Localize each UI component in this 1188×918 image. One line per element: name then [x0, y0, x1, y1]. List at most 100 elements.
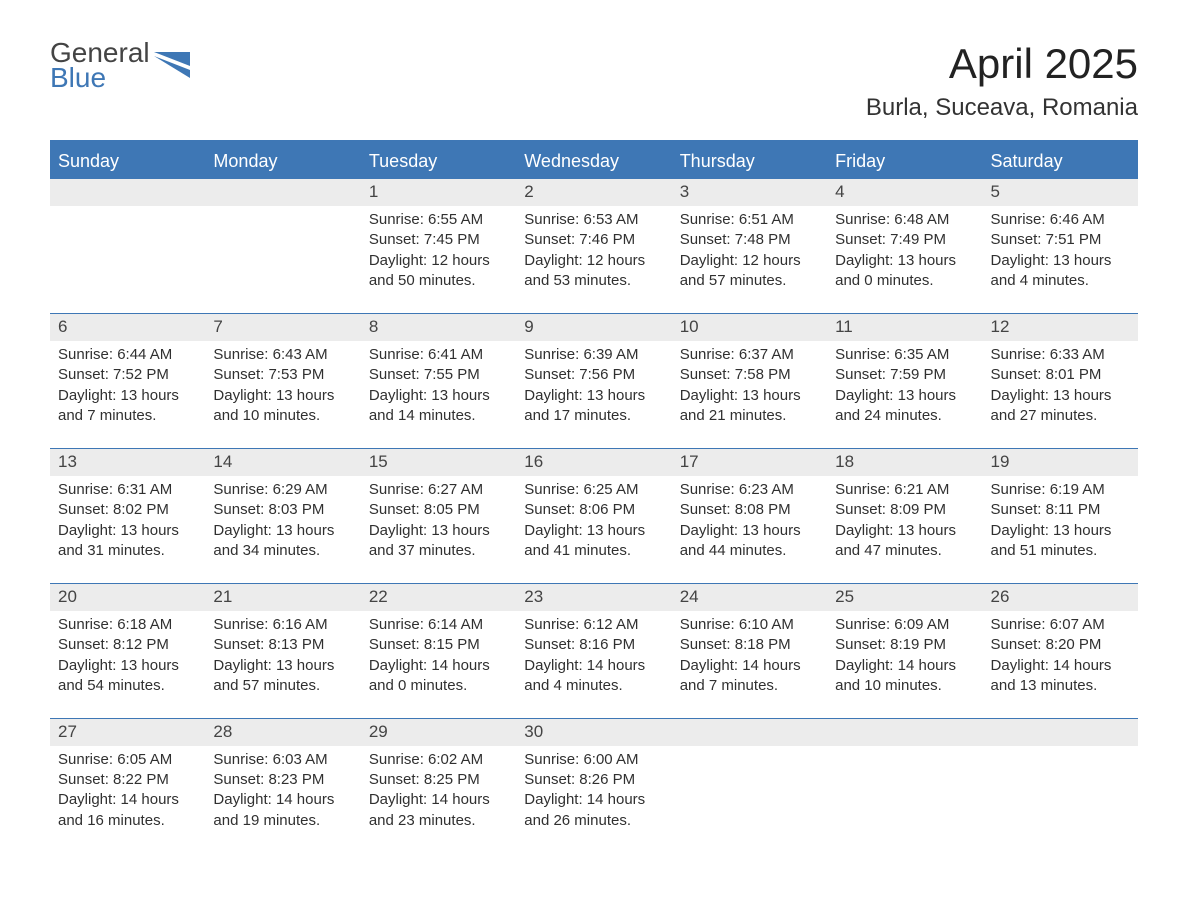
calendar: SundayMondayTuesdayWednesdayThursdayFrid… — [50, 140, 1138, 853]
sunset-line: Sunset: 8:16 PM — [524, 635, 663, 655]
sunset-line: Sunset: 7:52 PM — [58, 365, 197, 385]
logo-text: General Blue — [50, 40, 150, 90]
day-body-cell: Sunrise: 6:27 AMSunset: 8:05 PMDaylight:… — [361, 476, 516, 583]
daylight-line: Daylight: 14 hours and 0 minutes. — [369, 656, 508, 697]
calendar-week: 12345Sunrise: 6:55 AMSunset: 7:45 PMDayl… — [50, 179, 1138, 313]
sunrise-line: Sunrise: 6:44 AM — [58, 345, 197, 365]
logo-word-2: Blue — [50, 62, 106, 93]
day-body-cell: Sunrise: 6:31 AMSunset: 8:02 PMDaylight:… — [50, 476, 205, 583]
day-number-cell: 10 — [672, 314, 827, 341]
sunset-line: Sunset: 8:11 PM — [991, 500, 1130, 520]
daylight-line: Daylight: 12 hours and 57 minutes. — [680, 251, 819, 292]
daylight-line: Daylight: 13 hours and 17 minutes. — [524, 386, 663, 427]
daylight-line: Daylight: 13 hours and 47 minutes. — [835, 521, 974, 562]
titles: April 2025 Burla, Suceava, Romania — [866, 40, 1138, 122]
daylight-line: Daylight: 13 hours and 37 minutes. — [369, 521, 508, 562]
day-body-cell: Sunrise: 6:44 AMSunset: 7:52 PMDaylight:… — [50, 341, 205, 448]
day-number-cell: 28 — [205, 719, 360, 746]
sunset-line: Sunset: 8:05 PM — [369, 500, 508, 520]
sunset-line: Sunset: 8:25 PM — [369, 770, 508, 790]
day-number-cell: 29 — [361, 719, 516, 746]
daylight-line: Daylight: 14 hours and 13 minutes. — [991, 656, 1130, 697]
sunset-line: Sunset: 8:19 PM — [835, 635, 974, 655]
daylight-line: Daylight: 14 hours and 19 minutes. — [213, 790, 352, 831]
day-body-cell: Sunrise: 6:51 AMSunset: 7:48 PMDaylight:… — [672, 206, 827, 313]
day-body-cell: Sunrise: 6:39 AMSunset: 7:56 PMDaylight:… — [516, 341, 671, 448]
day-body-cell: Sunrise: 6:48 AMSunset: 7:49 PMDaylight:… — [827, 206, 982, 313]
daylight-line: Daylight: 13 hours and 24 minutes. — [835, 386, 974, 427]
day-number-cell: 7 — [205, 314, 360, 341]
daylight-line: Daylight: 14 hours and 23 minutes. — [369, 790, 508, 831]
sunrise-line: Sunrise: 6:39 AM — [524, 345, 663, 365]
daylight-line: Daylight: 13 hours and 27 minutes. — [991, 386, 1130, 427]
sunrise-line: Sunrise: 6:21 AM — [835, 480, 974, 500]
sunrise-line: Sunrise: 6:00 AM — [524, 750, 663, 770]
sunset-line: Sunset: 7:45 PM — [369, 230, 508, 250]
daylight-line: Daylight: 14 hours and 16 minutes. — [58, 790, 197, 831]
day-number-row: 20212223242526 — [50, 584, 1138, 611]
calendar-week: 27282930Sunrise: 6:05 AMSunset: 8:22 PMD… — [50, 718, 1138, 853]
calendar-week: 20212223242526 Sunrise: 6:18 AM Sunset: 8:… — [50, 583, 1138, 718]
sunrise-line: Sunrise: 6:14 AM — [369, 615, 508, 635]
sunrise-line: Sunrise: 6:07 AM — [991, 615, 1130, 635]
day-body-row: Sunrise: 6:31 AMSunset: 8:02 PMDaylight:… — [50, 476, 1138, 583]
day-number-cell: 13 — [50, 449, 205, 476]
day-body-row: Sunrise: 6:05 AMSunset: 8:22 PMDaylight:… — [50, 746, 1138, 853]
day-body-cell: Sunrise: 6:05 AMSunset: 8:22 PMDaylight:… — [50, 746, 205, 853]
sunset-line: Sunset: 8:13 PM — [213, 635, 352, 655]
sunset-line: Sunset: 7:55 PM — [369, 365, 508, 385]
sunrise-line: Sunrise: 6:10 AM — [680, 615, 819, 635]
sunrise-line: Sunrise: 6:55 AM — [369, 210, 508, 230]
daylight-line: Daylight: 13 hours and 34 minutes. — [213, 521, 352, 562]
day-number-cell — [672, 719, 827, 746]
day-body-cell — [672, 746, 827, 853]
daylight-line: Daylight: 12 hours and 53 minutes. — [524, 251, 663, 292]
sunset-line: Sunset: 7:51 PM — [991, 230, 1130, 250]
daylight-line: Daylight: 13 hours and 0 minutes. — [835, 251, 974, 292]
sunset-line: Sunset: 8:06 PM — [524, 500, 663, 520]
daylight-line: Daylight: 13 hours and 4 minutes. — [991, 251, 1130, 292]
day-body-cell: Sunrise: 6:53 AMSunset: 7:46 PMDaylight:… — [516, 206, 671, 313]
day-number-cell: 2 — [516, 179, 671, 206]
daylight-line: Daylight: 14 hours and 10 minutes. — [835, 656, 974, 697]
weekday-header: Wednesday — [516, 143, 671, 179]
day-body-cell: Sunrise: 6:29 AMSunset: 8:03 PMDaylight:… — [205, 476, 360, 583]
day-body-cell: Sunrise: 6:23 AMSunset: 8:08 PMDaylight:… — [672, 476, 827, 583]
daylight-line: Daylight: 13 hours and 41 minutes. — [524, 521, 663, 562]
day-number-row: 12345 — [50, 179, 1138, 206]
day-body-cell: Sunrise: 6:02 AMSunset: 8:25 PMDaylight:… — [361, 746, 516, 853]
daylight-line: Daylight: 12 hours and 50 minutes. — [369, 251, 508, 292]
day-number-cell — [50, 179, 205, 206]
sunrise-line: Sunrise: 6:48 AM — [835, 210, 974, 230]
day-body-cell: Sunrise: 6:12 AMSunset: 8:16 PMDaylight:… — [516, 611, 671, 718]
sunrise-line: Sunrise: 6:18 AM — [58, 615, 197, 635]
sunrise-line: Sunrise: 6:41 AM — [369, 345, 508, 365]
weekday-header: Tuesday — [361, 143, 516, 179]
sunrise-line: Sunrise: 6:29 AM — [213, 480, 352, 500]
day-body-cell: Sunrise: 6:14 AMSunset: 8:15 PMDaylight:… — [361, 611, 516, 718]
daylight-line: Daylight: 14 hours and 4 minutes. — [524, 656, 663, 697]
calendar-week: 6789101112Sunrise: 6:44 AMSunset: 7:52 P… — [50, 313, 1138, 448]
sunrise-line: Sunrise: 6:51 AM — [680, 210, 819, 230]
day-number-cell: 27 — [50, 719, 205, 746]
daylight-line: Daylight: 13 hours and 14 minutes. — [369, 386, 508, 427]
day-body-cell: Sunrise: 6:37 AMSunset: 7:58 PMDaylight:… — [672, 341, 827, 448]
daylight-line: Daylight: 14 hours and 7 minutes. — [680, 656, 819, 697]
sunset-line: Sunset: 7:49 PM — [835, 230, 974, 250]
sunrise-line: Sunrise: 6:25 AM — [524, 480, 663, 500]
day-number-cell: 26 — [983, 584, 1138, 611]
sunrise-line: Sunrise: 6:16 AM — [213, 615, 352, 635]
weekday-header: Friday — [827, 143, 982, 179]
day-body-cell: Sunrise: 6:09 AMSunset: 8:19 PMDaylight:… — [827, 611, 982, 718]
day-body-cell: Sunrise: 6:21 AMSunset: 8:09 PMDaylight:… — [827, 476, 982, 583]
day-number-cell: 20 — [50, 584, 205, 611]
calendar-week: 13141516171819Sunrise: 6:31 AMSunset: 8:… — [50, 448, 1138, 583]
sunset-line: Sunset: 7:53 PM — [213, 365, 352, 385]
sunset-line: Sunset: 7:56 PM — [524, 365, 663, 385]
sunset-line: Sunset: 8:20 PM — [991, 635, 1130, 655]
daylight-line: Daylight: 13 hours and 51 minutes. — [991, 521, 1130, 562]
sunrise-line: Sunrise: 6:43 AM — [213, 345, 352, 365]
day-number-cell: 15 — [361, 449, 516, 476]
daylight-line: Daylight: 13 hours and 21 minutes. — [680, 386, 819, 427]
sunset-line: Sunset: 8:18 PM — [680, 635, 819, 655]
